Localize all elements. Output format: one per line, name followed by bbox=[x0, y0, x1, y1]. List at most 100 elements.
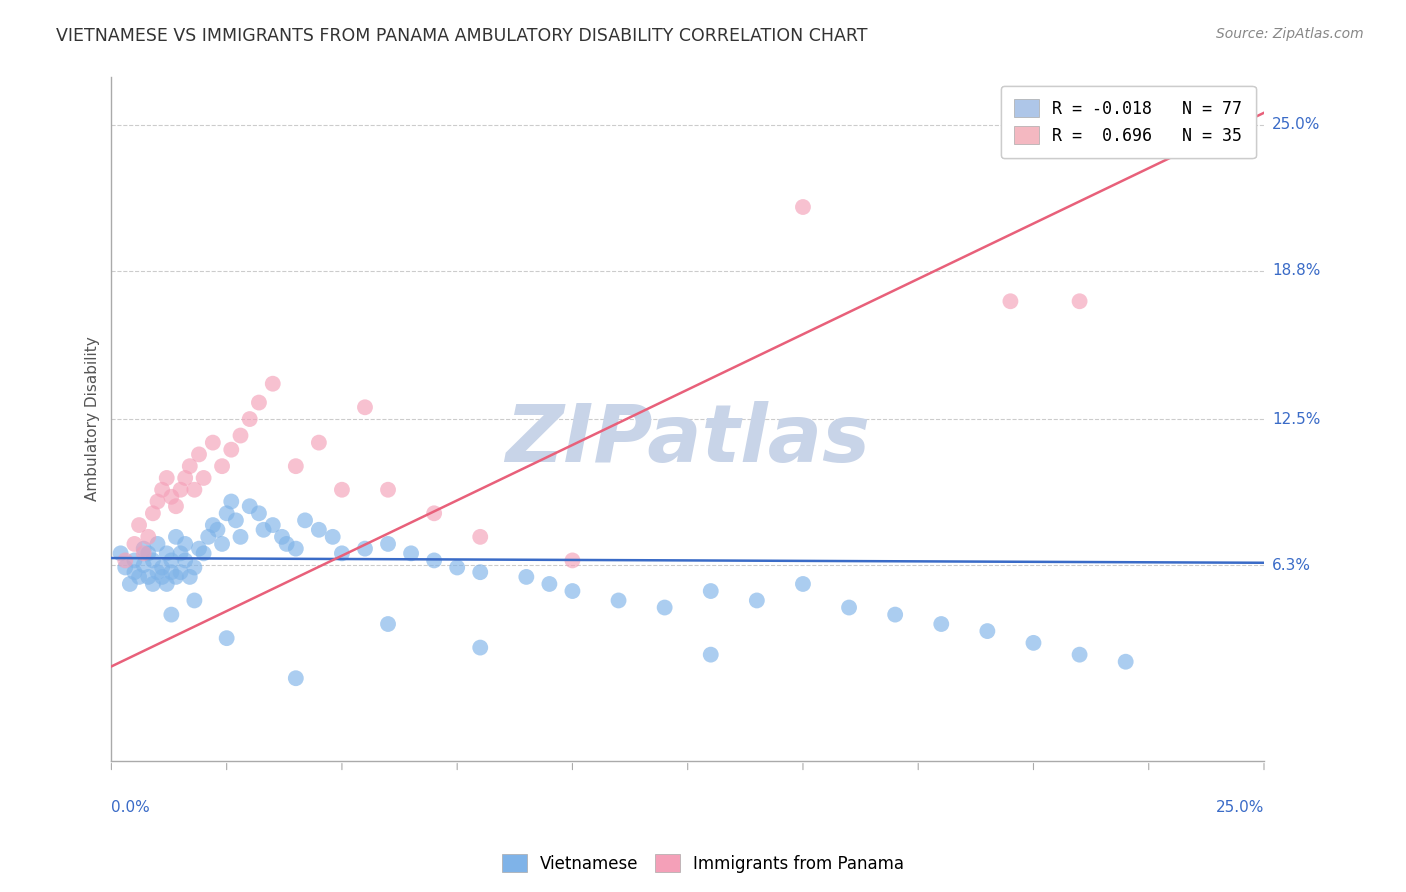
Point bbox=[165, 530, 187, 544]
Point bbox=[354, 541, 377, 556]
Point bbox=[247, 506, 270, 520]
Legend: R = -0.018   N = 77, R =  0.696   N = 35: R = -0.018 N = 77, R = 0.696 N = 35 bbox=[1001, 86, 1256, 158]
Point bbox=[160, 565, 183, 579]
Point bbox=[201, 435, 224, 450]
Y-axis label: Ambulatory Disability: Ambulatory Disability bbox=[86, 336, 100, 501]
Point bbox=[423, 553, 446, 567]
Point bbox=[193, 546, 215, 560]
Point bbox=[1069, 294, 1091, 309]
Point bbox=[225, 513, 247, 527]
Point bbox=[114, 553, 136, 567]
Point bbox=[239, 500, 262, 514]
Point bbox=[165, 500, 187, 514]
Point bbox=[136, 530, 159, 544]
Point bbox=[561, 584, 583, 599]
Point bbox=[515, 570, 537, 584]
Point bbox=[561, 553, 583, 567]
Point bbox=[229, 428, 252, 442]
Point bbox=[114, 560, 136, 574]
Point bbox=[160, 553, 183, 567]
Point bbox=[197, 530, 219, 544]
Point bbox=[884, 607, 907, 622]
Point bbox=[1022, 636, 1045, 650]
Point bbox=[262, 376, 284, 391]
Point bbox=[146, 537, 169, 551]
Point bbox=[136, 546, 159, 560]
Point bbox=[110, 546, 132, 560]
Point bbox=[654, 600, 676, 615]
Point bbox=[150, 560, 173, 574]
Text: VIETNAMESE VS IMMIGRANTS FROM PANAMA AMBULATORY DISABILITY CORRELATION CHART: VIETNAMESE VS IMMIGRANTS FROM PANAMA AMB… bbox=[56, 27, 868, 45]
Point bbox=[156, 577, 179, 591]
Point bbox=[330, 546, 353, 560]
Point bbox=[207, 523, 229, 537]
Point bbox=[229, 530, 252, 544]
Point bbox=[146, 494, 169, 508]
Point bbox=[423, 506, 446, 520]
Point bbox=[976, 624, 998, 639]
Point bbox=[136, 570, 159, 584]
Point bbox=[1000, 294, 1022, 309]
Point bbox=[174, 553, 197, 567]
Point bbox=[252, 523, 274, 537]
Point bbox=[142, 506, 165, 520]
Point bbox=[179, 459, 201, 474]
Point bbox=[124, 553, 146, 567]
Point bbox=[132, 546, 155, 560]
Point bbox=[211, 537, 233, 551]
Point bbox=[607, 593, 630, 607]
Point bbox=[470, 640, 492, 655]
Point bbox=[929, 617, 952, 632]
Point bbox=[118, 577, 141, 591]
Point bbox=[174, 537, 197, 551]
Point bbox=[792, 200, 814, 214]
Point bbox=[156, 471, 179, 485]
Point bbox=[183, 560, 205, 574]
Point bbox=[165, 570, 187, 584]
Point bbox=[156, 546, 179, 560]
Point bbox=[150, 570, 173, 584]
Text: 25.0%: 25.0% bbox=[1216, 799, 1264, 814]
Text: 25.0%: 25.0% bbox=[1272, 117, 1320, 132]
Text: 6.3%: 6.3% bbox=[1272, 558, 1312, 573]
Point bbox=[377, 617, 399, 632]
Point bbox=[160, 607, 183, 622]
Point bbox=[271, 530, 294, 544]
Point bbox=[354, 401, 377, 415]
Point bbox=[330, 483, 353, 497]
Point bbox=[284, 671, 307, 685]
Point bbox=[700, 648, 723, 662]
Point bbox=[276, 537, 298, 551]
Point bbox=[308, 523, 330, 537]
Point bbox=[294, 513, 316, 527]
Point bbox=[219, 442, 242, 457]
Point bbox=[700, 584, 723, 599]
Point bbox=[128, 570, 150, 584]
Text: 18.8%: 18.8% bbox=[1272, 263, 1320, 278]
Point bbox=[1115, 655, 1137, 669]
Point bbox=[179, 570, 201, 584]
Point bbox=[169, 546, 191, 560]
Point bbox=[215, 506, 238, 520]
Point bbox=[188, 541, 211, 556]
Point bbox=[193, 471, 215, 485]
Point bbox=[169, 483, 191, 497]
Point bbox=[470, 530, 492, 544]
Point bbox=[201, 518, 224, 533]
Text: 12.5%: 12.5% bbox=[1272, 411, 1320, 426]
Point bbox=[124, 537, 146, 551]
Point bbox=[284, 459, 307, 474]
Point bbox=[247, 395, 270, 409]
Legend: Vietnamese, Immigrants from Panama: Vietnamese, Immigrants from Panama bbox=[495, 847, 911, 880]
Point bbox=[262, 518, 284, 533]
Point bbox=[446, 560, 468, 574]
Point bbox=[322, 530, 344, 544]
Point bbox=[1069, 648, 1091, 662]
Point bbox=[132, 558, 155, 573]
Point bbox=[142, 553, 165, 567]
Point bbox=[792, 577, 814, 591]
Text: ZIPatlas: ZIPatlas bbox=[505, 401, 870, 478]
Text: 0.0%: 0.0% bbox=[111, 799, 150, 814]
Point bbox=[284, 541, 307, 556]
Point bbox=[211, 459, 233, 474]
